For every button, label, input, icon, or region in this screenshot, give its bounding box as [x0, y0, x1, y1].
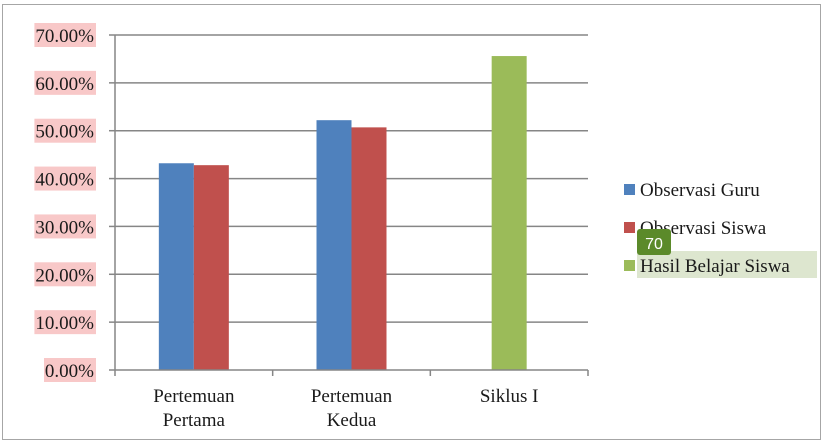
y-tick-highlight	[34, 70, 96, 95]
legend-label: Observasi Guru	[640, 180, 760, 201]
y-tick-highlight	[34, 166, 96, 191]
y-tick-highlight	[34, 310, 96, 335]
chart-frame	[2, 4, 821, 440]
bar-observasi-siswa	[193, 165, 229, 370]
y-tick-highlight	[34, 118, 96, 143]
y-tick-label: 0.00%	[45, 361, 94, 382]
y-tick-highlight	[34, 23, 96, 47]
axes	[114, 35, 589, 376]
y-tick-highlight	[34, 214, 96, 239]
x-tick-label: Pertemuan Pertama	[153, 386, 235, 431]
legend-swatch	[624, 260, 635, 271]
bar-observasi-guru	[316, 120, 352, 370]
bar-observasi-guru	[158, 163, 194, 370]
legend-highlight	[637, 251, 817, 278]
x-tick-label: Siklus I	[480, 386, 539, 407]
x-axis-labels: Pertemuan Pertama Pertemuan Kedua Siklus I	[153, 386, 538, 431]
y-tick-highlight	[44, 358, 96, 382]
y-tick-label: 10.00%	[35, 313, 94, 334]
annotation-badge	[637, 229, 671, 255]
y-tick-label: 50.00%	[35, 122, 94, 143]
y-tick-label: 60.00%	[35, 74, 94, 95]
legend-swatch	[624, 222, 635, 233]
y-tick-label: 20.00%	[35, 265, 94, 286]
legend-label: Observasi Siswa	[640, 218, 767, 239]
bars	[158, 56, 527, 371]
legend-swatch	[624, 184, 635, 195]
legend-label: Hasil Belajar Siswa	[640, 256, 790, 277]
y-tick-highlight	[34, 262, 96, 287]
x-tick-label: Pertemuan Kedua	[311, 386, 393, 431]
bar-observasi-siswa	[351, 127, 387, 370]
y-tick-label: 40.00%	[35, 170, 94, 191]
y-tick-label: 70.00%	[35, 26, 94, 47]
annotation: 70	[637, 229, 671, 255]
annotation-label: 70	[645, 236, 663, 253]
y-axis-ticks: 0.00% 10.00% 20.00% 30.00% 40.00% 50.00% 60.00…	[34, 23, 115, 382]
legend: Observasi Guru Observasi Siswa Hasil Belaj…	[624, 180, 817, 278]
bar-hasil-belajar-siswa	[491, 56, 527, 371]
y-tick-label: 30.00%	[35, 217, 94, 238]
